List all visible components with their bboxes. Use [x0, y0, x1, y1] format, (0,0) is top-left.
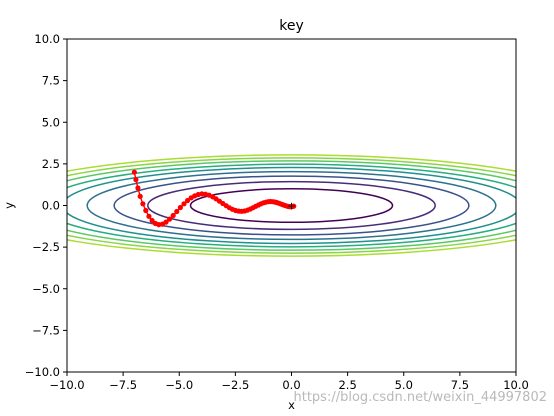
- path-point: [146, 213, 152, 219]
- path-point: [137, 193, 143, 199]
- contour-level-7: [67, 160, 516, 251]
- contour-level-2: [147, 180, 436, 231]
- y-tick-label: −5.0: [32, 282, 60, 296]
- path-point: [177, 204, 183, 211]
- y-tick-label: 2.5: [42, 157, 60, 171]
- contour-level-6: [67, 163, 516, 248]
- x-tick-label: 2.5: [338, 378, 356, 392]
- path-point: [149, 217, 155, 224]
- contour-level-4: [86, 170, 497, 241]
- path-point: [184, 197, 191, 204]
- contour-level-1: [189, 187, 394, 224]
- minimum-marker: +: [287, 200, 296, 213]
- x-tick-label: 7.5: [451, 378, 469, 392]
- path-point: [163, 219, 169, 225]
- y-tick-label: 5.0: [42, 115, 60, 129]
- descent-path-series: +: [131, 169, 297, 228]
- path-point: [170, 212, 176, 219]
- x-axis-ticks: −10.0 −7.5 −5.0 −2.5 0.0 2.5 5.0 7.5 10.0: [49, 372, 529, 392]
- path-point: [291, 203, 297, 209]
- x-tick-label: 10.0: [503, 378, 529, 392]
- path-point: [140, 201, 146, 207]
- path-point: [166, 216, 173, 222]
- path-point: [143, 207, 149, 214]
- y-tick-label: −10.0: [25, 365, 60, 379]
- y-tick-label: 10.0: [34, 32, 60, 46]
- contour-level-8: [67, 157, 516, 254]
- y-tick-label: −7.5: [32, 323, 60, 337]
- path-point: [181, 201, 187, 207]
- path-point: [131, 169, 137, 175]
- y-tick-label: 0.0: [42, 199, 60, 213]
- path-point: [135, 185, 141, 191]
- chart-title: key: [279, 18, 304, 34]
- y-tick-label: 7.5: [42, 74, 60, 88]
- contour-level-5: [67, 166, 516, 245]
- x-tick-label: −10.0: [49, 378, 84, 392]
- x-tick-label: −2.5: [221, 378, 249, 392]
- contour-level-9: [67, 154, 516, 257]
- contour-lines: [67, 154, 516, 257]
- x-tick-label: −7.5: [109, 378, 137, 392]
- x-tick-label: 5.0: [395, 378, 413, 392]
- y-axis-label: y: [2, 202, 16, 209]
- x-tick-label: −5.0: [165, 378, 193, 392]
- y-tick-label: −2.5: [32, 240, 60, 254]
- contour-level-3: [113, 175, 470, 236]
- x-axis-label: x: [288, 398, 295, 412]
- path-point: [133, 177, 139, 183]
- path-point: [174, 208, 180, 215]
- watermark-text: https://blog.csdn.net/weixin_44997802: [293, 390, 547, 405]
- x-tick-label: 0.0: [282, 378, 300, 392]
- y-axis-ticks: −10.0 −7.5 −5.0 −2.5 0.0 2.5 5.0 7.5 10.0: [25, 32, 67, 379]
